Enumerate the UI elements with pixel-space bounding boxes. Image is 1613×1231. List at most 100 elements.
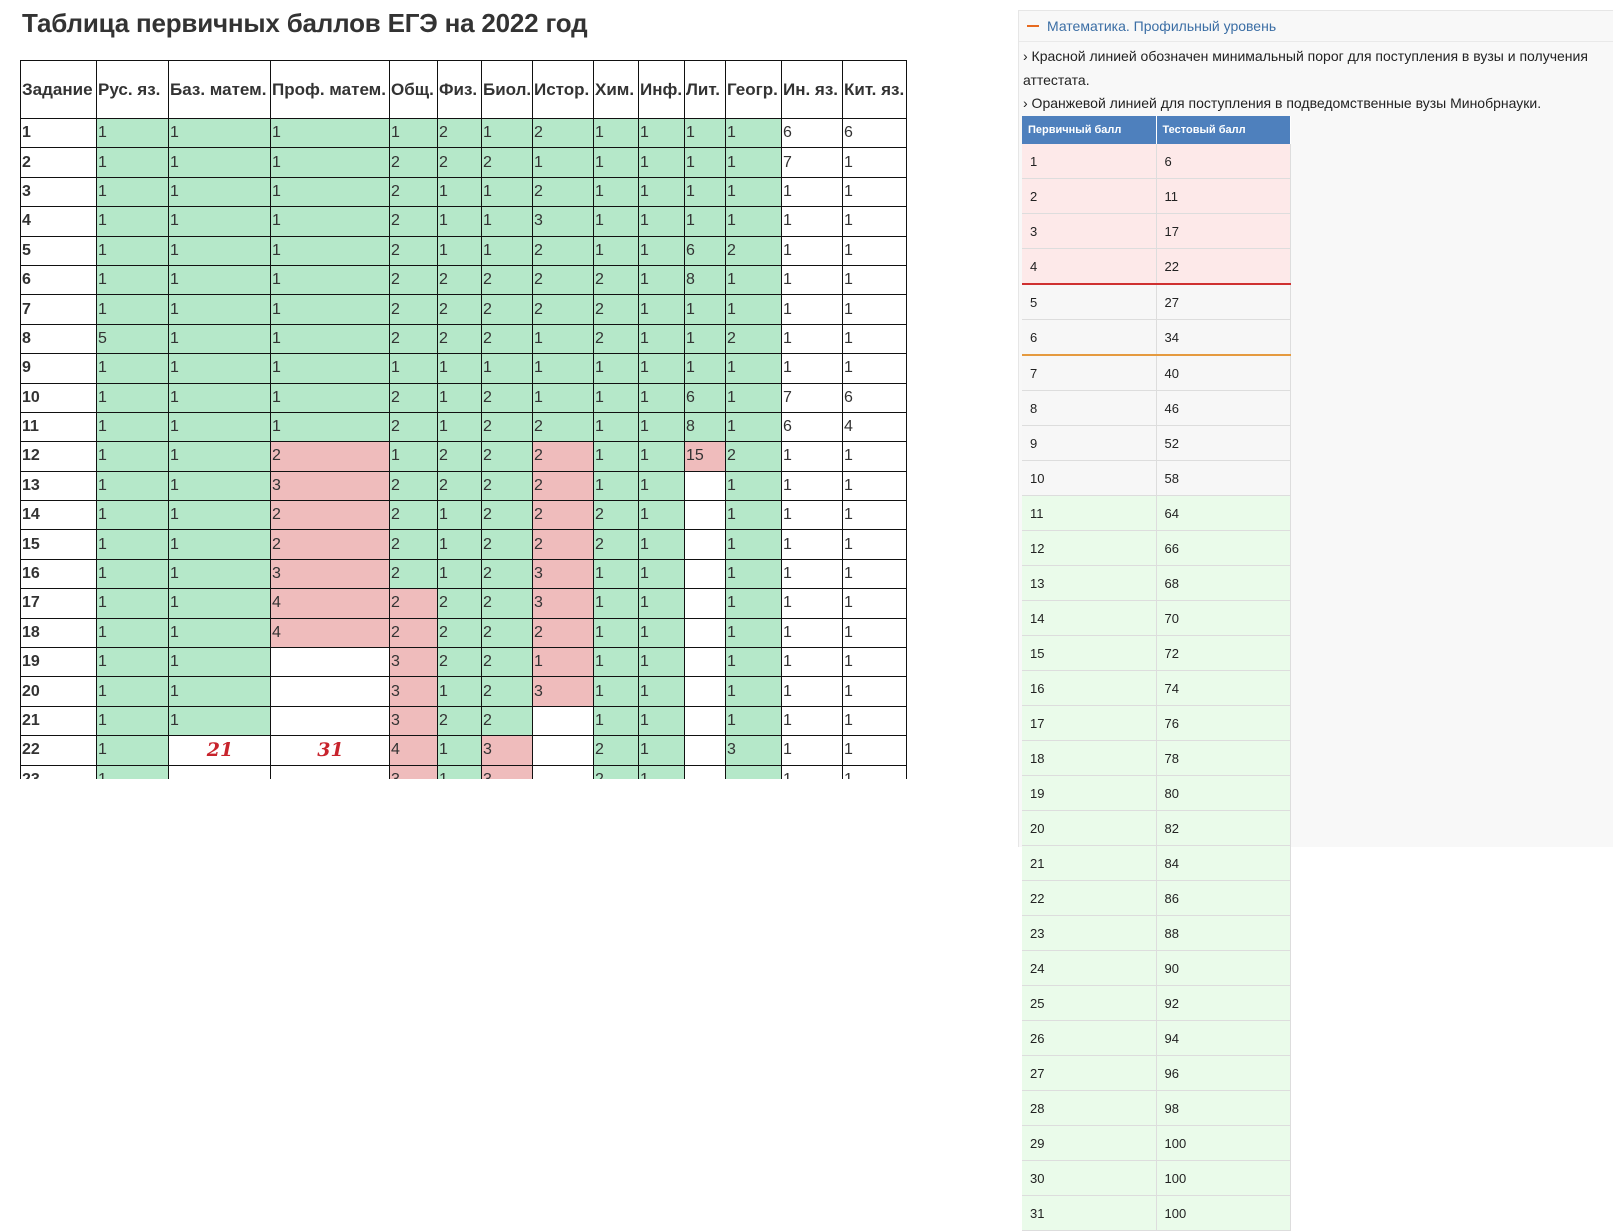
primary-score-cell: 23 — [1022, 915, 1157, 951]
score-cell: 2 — [389, 176, 438, 208]
score-cell: 2 — [389, 588, 438, 619]
column-header: Рус. яз. — [96, 60, 169, 119]
conversion-row: 24 90 — [1022, 950, 1291, 986]
task-number-cell: 22 — [20, 735, 97, 766]
score-cell: 1 — [781, 617, 843, 649]
task-number-cell: 4 — [20, 206, 97, 237]
score-cell: 2 — [481, 558, 533, 590]
conversion-row: 14 70 — [1022, 600, 1291, 636]
score-cell: 1 — [168, 176, 271, 208]
task-number-cell: 17 — [20, 588, 97, 619]
test-score-cell: 72 — [1156, 635, 1291, 671]
primary-score-cell: 31 — [1022, 1195, 1157, 1231]
conversion-row: 18 78 — [1022, 740, 1291, 776]
score-cell: 1 — [725, 647, 782, 678]
column-header: Биол. — [481, 60, 533, 119]
test-score-cell: 100 — [1156, 1160, 1291, 1196]
score-cell: 1 — [842, 235, 907, 266]
primary-score-cell: 9 — [1022, 425, 1157, 461]
score-cell: 2 — [389, 323, 438, 355]
score-cell: 1 — [593, 676, 639, 707]
score-cell — [532, 735, 594, 766]
score-cell: 2 — [389, 617, 438, 649]
score-cell: 1 — [638, 323, 685, 355]
score-cell: 1 — [168, 441, 271, 472]
score-cell: 1 — [481, 176, 533, 208]
conversion-row: 27 96 — [1022, 1055, 1291, 1091]
test-score-cell: 70 — [1156, 600, 1291, 636]
score-cell — [684, 617, 726, 649]
conversion-row: 31 100 — [1022, 1195, 1291, 1231]
table-row: 17 1 1 4 2 2 2 3 1 1 1 1 1 — [20, 588, 907, 619]
primary-score-cell: 2 — [1022, 178, 1157, 214]
score-cell: 1 — [684, 323, 726, 355]
task-number-cell: 23 — [20, 764, 97, 779]
primary-score-cell: 15 — [1022, 635, 1157, 671]
score-cell: 2 — [481, 500, 533, 531]
test-score-cell: 80 — [1156, 775, 1291, 811]
score-cell: 5 — [96, 323, 169, 355]
conversion-row: 5 27 — [1022, 284, 1291, 320]
score-cell: 1 — [842, 558, 907, 590]
score-cell: 1 — [168, 529, 271, 560]
score-cell: 2 — [532, 470, 594, 502]
primary-score-cell: 11 — [1022, 495, 1157, 531]
score-cell: 1 — [725, 382, 782, 413]
score-cell — [684, 764, 726, 779]
score-cell: 4 — [270, 588, 390, 619]
score-cell: 1 — [781, 705, 843, 737]
score-cell: 2 — [437, 470, 482, 502]
subject-title[interactable]: Математика. Профильный уровень — [1047, 18, 1277, 34]
score-cell: 2 — [532, 294, 594, 325]
test-score-cell: 82 — [1156, 810, 1291, 846]
score-cell: 1 — [532, 147, 594, 178]
score-cell: 1 — [638, 353, 685, 384]
score-cell: 2 — [437, 441, 482, 472]
score-cell: 1 — [638, 294, 685, 325]
score-cell: 1 — [437, 176, 482, 208]
score-cell: 1 — [725, 147, 782, 178]
score-cell: 3 — [389, 676, 438, 707]
score-cell: 2 — [481, 676, 533, 707]
primary-score-cell: 30 — [1022, 1160, 1157, 1196]
score-cell: 1 — [481, 206, 533, 237]
column-header: Лит. — [684, 60, 726, 119]
score-cell: 1 — [842, 529, 907, 560]
primary-score-cell: 22 — [1022, 880, 1157, 916]
test-score-cell: 40 — [1156, 355, 1291, 391]
conversion-header-row: Первичный балл Тестовый балл — [1022, 116, 1291, 144]
accordion-header[interactable]: Математика. Профильный уровень — [1019, 11, 1613, 42]
score-cell: 1 — [725, 294, 782, 325]
score-cell: 1 — [168, 411, 271, 443]
score-cell: 1 — [96, 117, 169, 149]
score-cell: 1 — [781, 735, 843, 766]
score-cell: 1 — [842, 617, 907, 649]
score-cell: 1 — [593, 117, 639, 149]
score-cell: 1 — [781, 500, 843, 531]
collapse-minus-icon[interactable] — [1027, 25, 1039, 27]
score-cell: 1 — [270, 206, 390, 237]
score-cell: 2 — [481, 617, 533, 649]
score-cell: 1 — [96, 647, 169, 678]
score-cell — [270, 764, 390, 779]
table-row: 13 1 1 3 2 2 2 2 1 1 1 1 1 — [20, 470, 907, 502]
task-number-cell: 7 — [20, 294, 97, 325]
score-cell: 2 — [481, 147, 533, 178]
score-cell: 2 — [725, 323, 782, 355]
score-cell: 2 — [389, 382, 438, 413]
conversion-row: 23 88 — [1022, 915, 1291, 951]
score-cell — [270, 676, 390, 707]
score-cell: 2 — [593, 500, 639, 531]
score-cell: 1 — [168, 206, 271, 237]
score-cell: 1 — [684, 117, 726, 149]
score-cell: 1 — [781, 441, 843, 472]
score-cell: 1 — [593, 206, 639, 237]
score-cell: 1 — [168, 617, 271, 649]
score-cell: 1 — [638, 441, 685, 472]
test-score-cell: 68 — [1156, 565, 1291, 601]
